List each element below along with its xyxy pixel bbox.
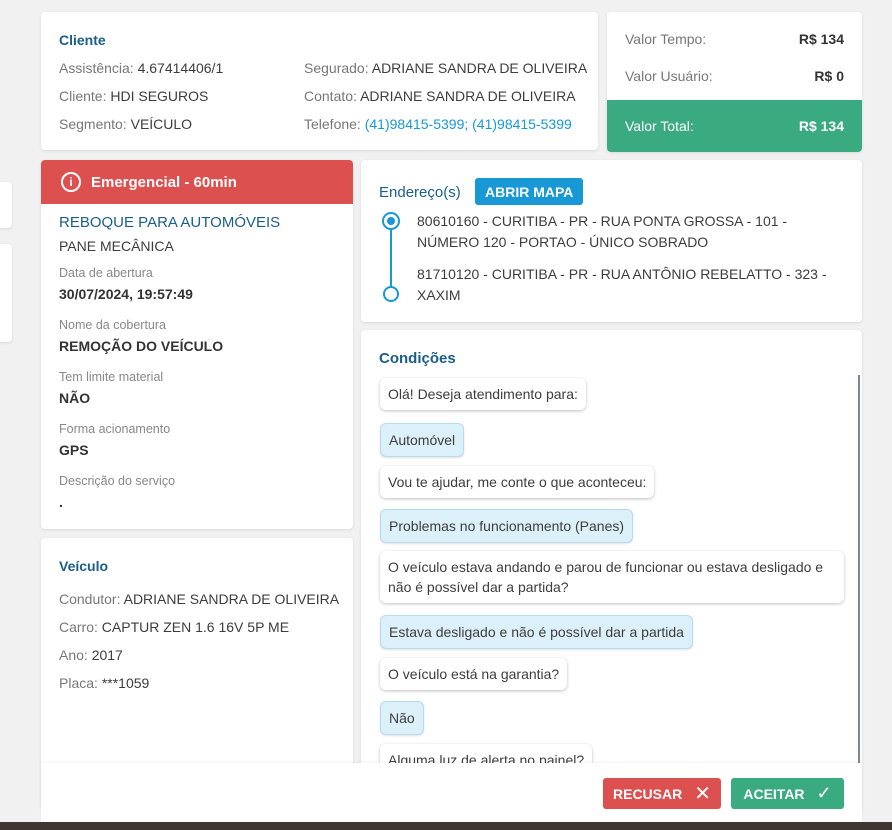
field-value: . bbox=[59, 494, 63, 510]
field-label: Data de abertura bbox=[59, 266, 153, 280]
values-card: Valor Tempo: R$ 134 Valor Usuário: R$ 0 … bbox=[607, 12, 862, 152]
contato: Contato: ADRIANE SANDRA DE OLIVEIRA bbox=[304, 88, 576, 104]
question-bubble: O veículo está na garantia? bbox=[380, 658, 568, 690]
valor-tempo-label: Valor Tempo: bbox=[625, 31, 707, 47]
field-value: GPS bbox=[59, 442, 89, 458]
valor-usuario-label: Valor Usuário: bbox=[625, 68, 713, 84]
emergency-label: Emergencial - 60min bbox=[91, 173, 237, 191]
valor-usuario: R$ 0 bbox=[814, 68, 844, 84]
client-card: Cliente Assistência: 4.67414406/1 Client… bbox=[41, 12, 598, 150]
telefone-link[interactable]: (41)98415-5399; (41)98415-5399 bbox=[364, 116, 572, 132]
service-subtype: PANE MECÂNICA bbox=[59, 238, 174, 254]
ano: Ano: 2017 bbox=[59, 647, 123, 663]
destination-marker-icon bbox=[383, 286, 399, 302]
address-card: Endereço(s) ABRIR MAPA 80610160 - CURITI… bbox=[361, 160, 862, 322]
telefone: Telefone: (41)98415-5399; (41)98415-5399 bbox=[304, 116, 572, 132]
assistencia: Assistência: 4.67414406/1 bbox=[59, 60, 224, 76]
field-label: Nome da cobertura bbox=[59, 318, 167, 332]
field-value: NÃO bbox=[59, 390, 91, 406]
accept-button[interactable]: ACEITAR ✓ bbox=[731, 778, 844, 809]
refuse-button[interactable]: RECUSAR ✕ bbox=[603, 778, 721, 809]
address-origin: 80610160 - CURITIBA - PR - RUA PONTA GRO… bbox=[417, 213, 788, 250]
vehicle-title: Veículo bbox=[59, 558, 109, 574]
cliente: Cliente: HDI SEGUROS bbox=[59, 88, 209, 104]
conditions-title: Condições bbox=[379, 350, 456, 367]
emergency-banner: i Emergencial - 60min bbox=[41, 160, 353, 204]
question-bubble: Olá! Deseja atendimento para: bbox=[380, 378, 586, 410]
route-line bbox=[390, 224, 392, 294]
side-card-1 bbox=[0, 182, 12, 228]
carro: Carro: CAPTUR ZEN 1.6 16V 5P ME bbox=[59, 619, 290, 635]
field-value: 30/07/2024, 19:57:49 bbox=[59, 286, 193, 302]
address-title: Endereço(s) bbox=[379, 184, 461, 201]
field-label: Descrição do serviço bbox=[59, 474, 176, 488]
scrollbar[interactable] bbox=[858, 375, 860, 770]
valor-tempo: R$ 134 bbox=[798, 31, 844, 47]
taskbar-strip bbox=[0, 822, 892, 830]
field-label: Forma acionamento bbox=[59, 422, 171, 436]
info-icon: i bbox=[61, 172, 81, 192]
field-value: REMOÇÃO DO VEÍCULO bbox=[59, 338, 224, 354]
close-icon: ✕ bbox=[694, 783, 711, 805]
client-title: Cliente bbox=[59, 32, 106, 48]
segmento: Segmento: VEÍCULO bbox=[59, 116, 193, 132]
segurado: Segurado: ADRIANE SANDRA DE OLIVEIRA bbox=[304, 60, 588, 76]
answer-bubble: Não bbox=[380, 701, 424, 735]
service-type: REBOQUE PARA AUTOMÓVEIS bbox=[59, 214, 281, 231]
address-destination: 81710120 - CURITIBA - PR - RUA ANTÔNIO R… bbox=[417, 266, 827, 303]
service-card: i Emergencial - 60min REBOQUE PARA AUTOM… bbox=[41, 160, 353, 529]
placa: Placa: ***1059 bbox=[59, 675, 150, 691]
open-map-button[interactable]: ABRIR MAPA bbox=[475, 178, 584, 205]
valor-total: R$ 134 bbox=[798, 118, 844, 134]
answer-bubble: Automóvel bbox=[380, 423, 465, 457]
valor-total-label: Valor Total: bbox=[625, 118, 694, 134]
footer-bar: RECUSAR ✕ ACEITAR ✓ bbox=[41, 763, 862, 822]
field-label: Tem limite material bbox=[59, 370, 164, 384]
total-bar: Valor Total: R$ 134 bbox=[607, 100, 862, 152]
answer-bubble: Problemas no funcionamento (Panes) bbox=[380, 509, 634, 543]
condutor: Condutor: ADRIANE SANDRA DE OLIVEIRA bbox=[59, 591, 340, 607]
question-bubble: Vou te ajudar, me conte o que aconteceu: bbox=[380, 466, 655, 498]
side-card-2 bbox=[0, 244, 12, 342]
question-bubble: O veículo estava andando e parou de func… bbox=[380, 551, 844, 603]
origin-marker-icon bbox=[382, 212, 400, 230]
answer-bubble: Estava desligado e não é possível dar a … bbox=[380, 615, 693, 649]
conditions-card: Condições Olá! Deseja atendimento para: A… bbox=[361, 330, 862, 810]
check-icon: ✓ bbox=[816, 783, 832, 803]
